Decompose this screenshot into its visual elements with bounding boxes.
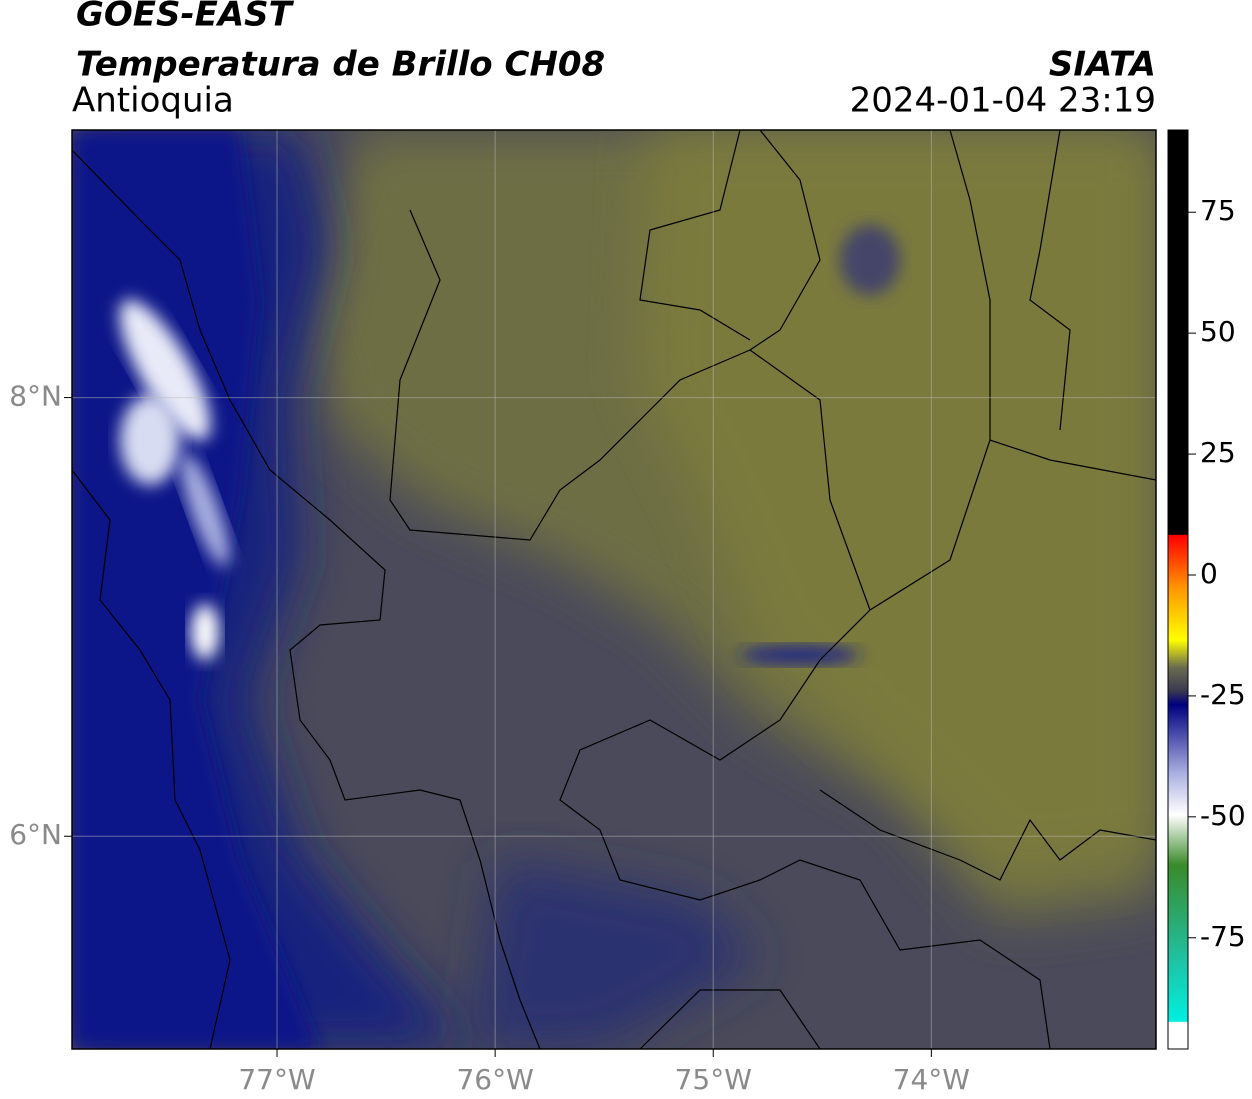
x-tick-label: 76°W (456, 1063, 533, 1096)
x-tick-label: 74°W (893, 1063, 970, 1096)
timestamp: 2024-01-04 23:19 (850, 81, 1156, 121)
map-field (72, 130, 1156, 1049)
colorbar-tick-label: -75 (1200, 920, 1246, 953)
x-tick-label: 77°W (238, 1063, 315, 1096)
colorbar-tick-label: -50 (1200, 799, 1246, 832)
colorbar-tick-label: 50 (1200, 315, 1236, 348)
y-tick-label: 8°N (9, 380, 62, 413)
colorbar-tick-label: 0 (1200, 557, 1218, 590)
colorbar-tick-label: 75 (1200, 194, 1236, 227)
grid (72, 130, 1156, 1049)
source: SIATA (1049, 45, 1156, 85)
title: GOES-EAST (76, 0, 295, 35)
region: Antioquia (72, 81, 234, 121)
colorbar-tick-label: -25 (1200, 678, 1246, 711)
x-tick-label: 75°W (675, 1063, 752, 1096)
y-tick-label: 6°N (9, 818, 62, 851)
colorbar-tick-label: 25 (1200, 436, 1236, 469)
subtitle: Temperatura de Brillo CH08 (76, 45, 605, 85)
colorbar (1167, 129, 1189, 1050)
plot-frame (71, 129, 1157, 1050)
